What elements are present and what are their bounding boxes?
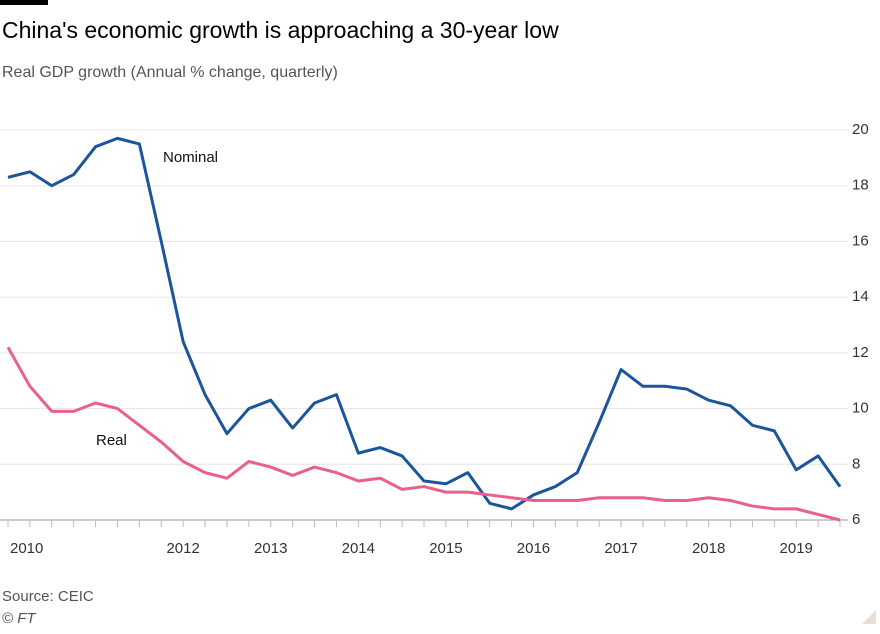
source: Source: CEIC xyxy=(2,588,94,605)
x-tick-label: 2014 xyxy=(342,540,375,557)
x-tick-label: 2019 xyxy=(780,540,813,557)
x-tick-label: 2013 xyxy=(254,540,287,557)
y-tick-label: 10 xyxy=(852,400,869,417)
x-tick-label: 2010 xyxy=(10,540,43,557)
y-tick-label: 14 xyxy=(852,288,869,305)
y-tick-label: 20 xyxy=(852,121,869,138)
series-label: Real xyxy=(96,432,127,449)
x-tick-label: 2015 xyxy=(429,540,462,557)
corner-icon xyxy=(862,610,876,624)
y-tick-label: 6 xyxy=(852,511,860,528)
brand-bar xyxy=(0,0,48,5)
x-tick-label: 2012 xyxy=(166,540,199,557)
x-tick-label: 2017 xyxy=(604,540,637,557)
y-tick-label: 8 xyxy=(852,455,860,472)
chart-title: China's economic growth is approaching a… xyxy=(2,17,559,43)
x-tick-label: 2016 xyxy=(517,540,550,557)
y-tick-label: 16 xyxy=(852,232,869,249)
line-series xyxy=(6,346,841,522)
y-tick-label: 12 xyxy=(852,344,869,361)
credit: © FT xyxy=(2,610,37,627)
series-label: Nominal xyxy=(163,149,218,166)
line-series xyxy=(7,136,842,511)
chart-subtitle: Real GDP growth (Annual % change, quarte… xyxy=(2,64,338,81)
y-tick-label: 18 xyxy=(852,177,869,194)
x-tick-label: 2018 xyxy=(692,540,725,557)
